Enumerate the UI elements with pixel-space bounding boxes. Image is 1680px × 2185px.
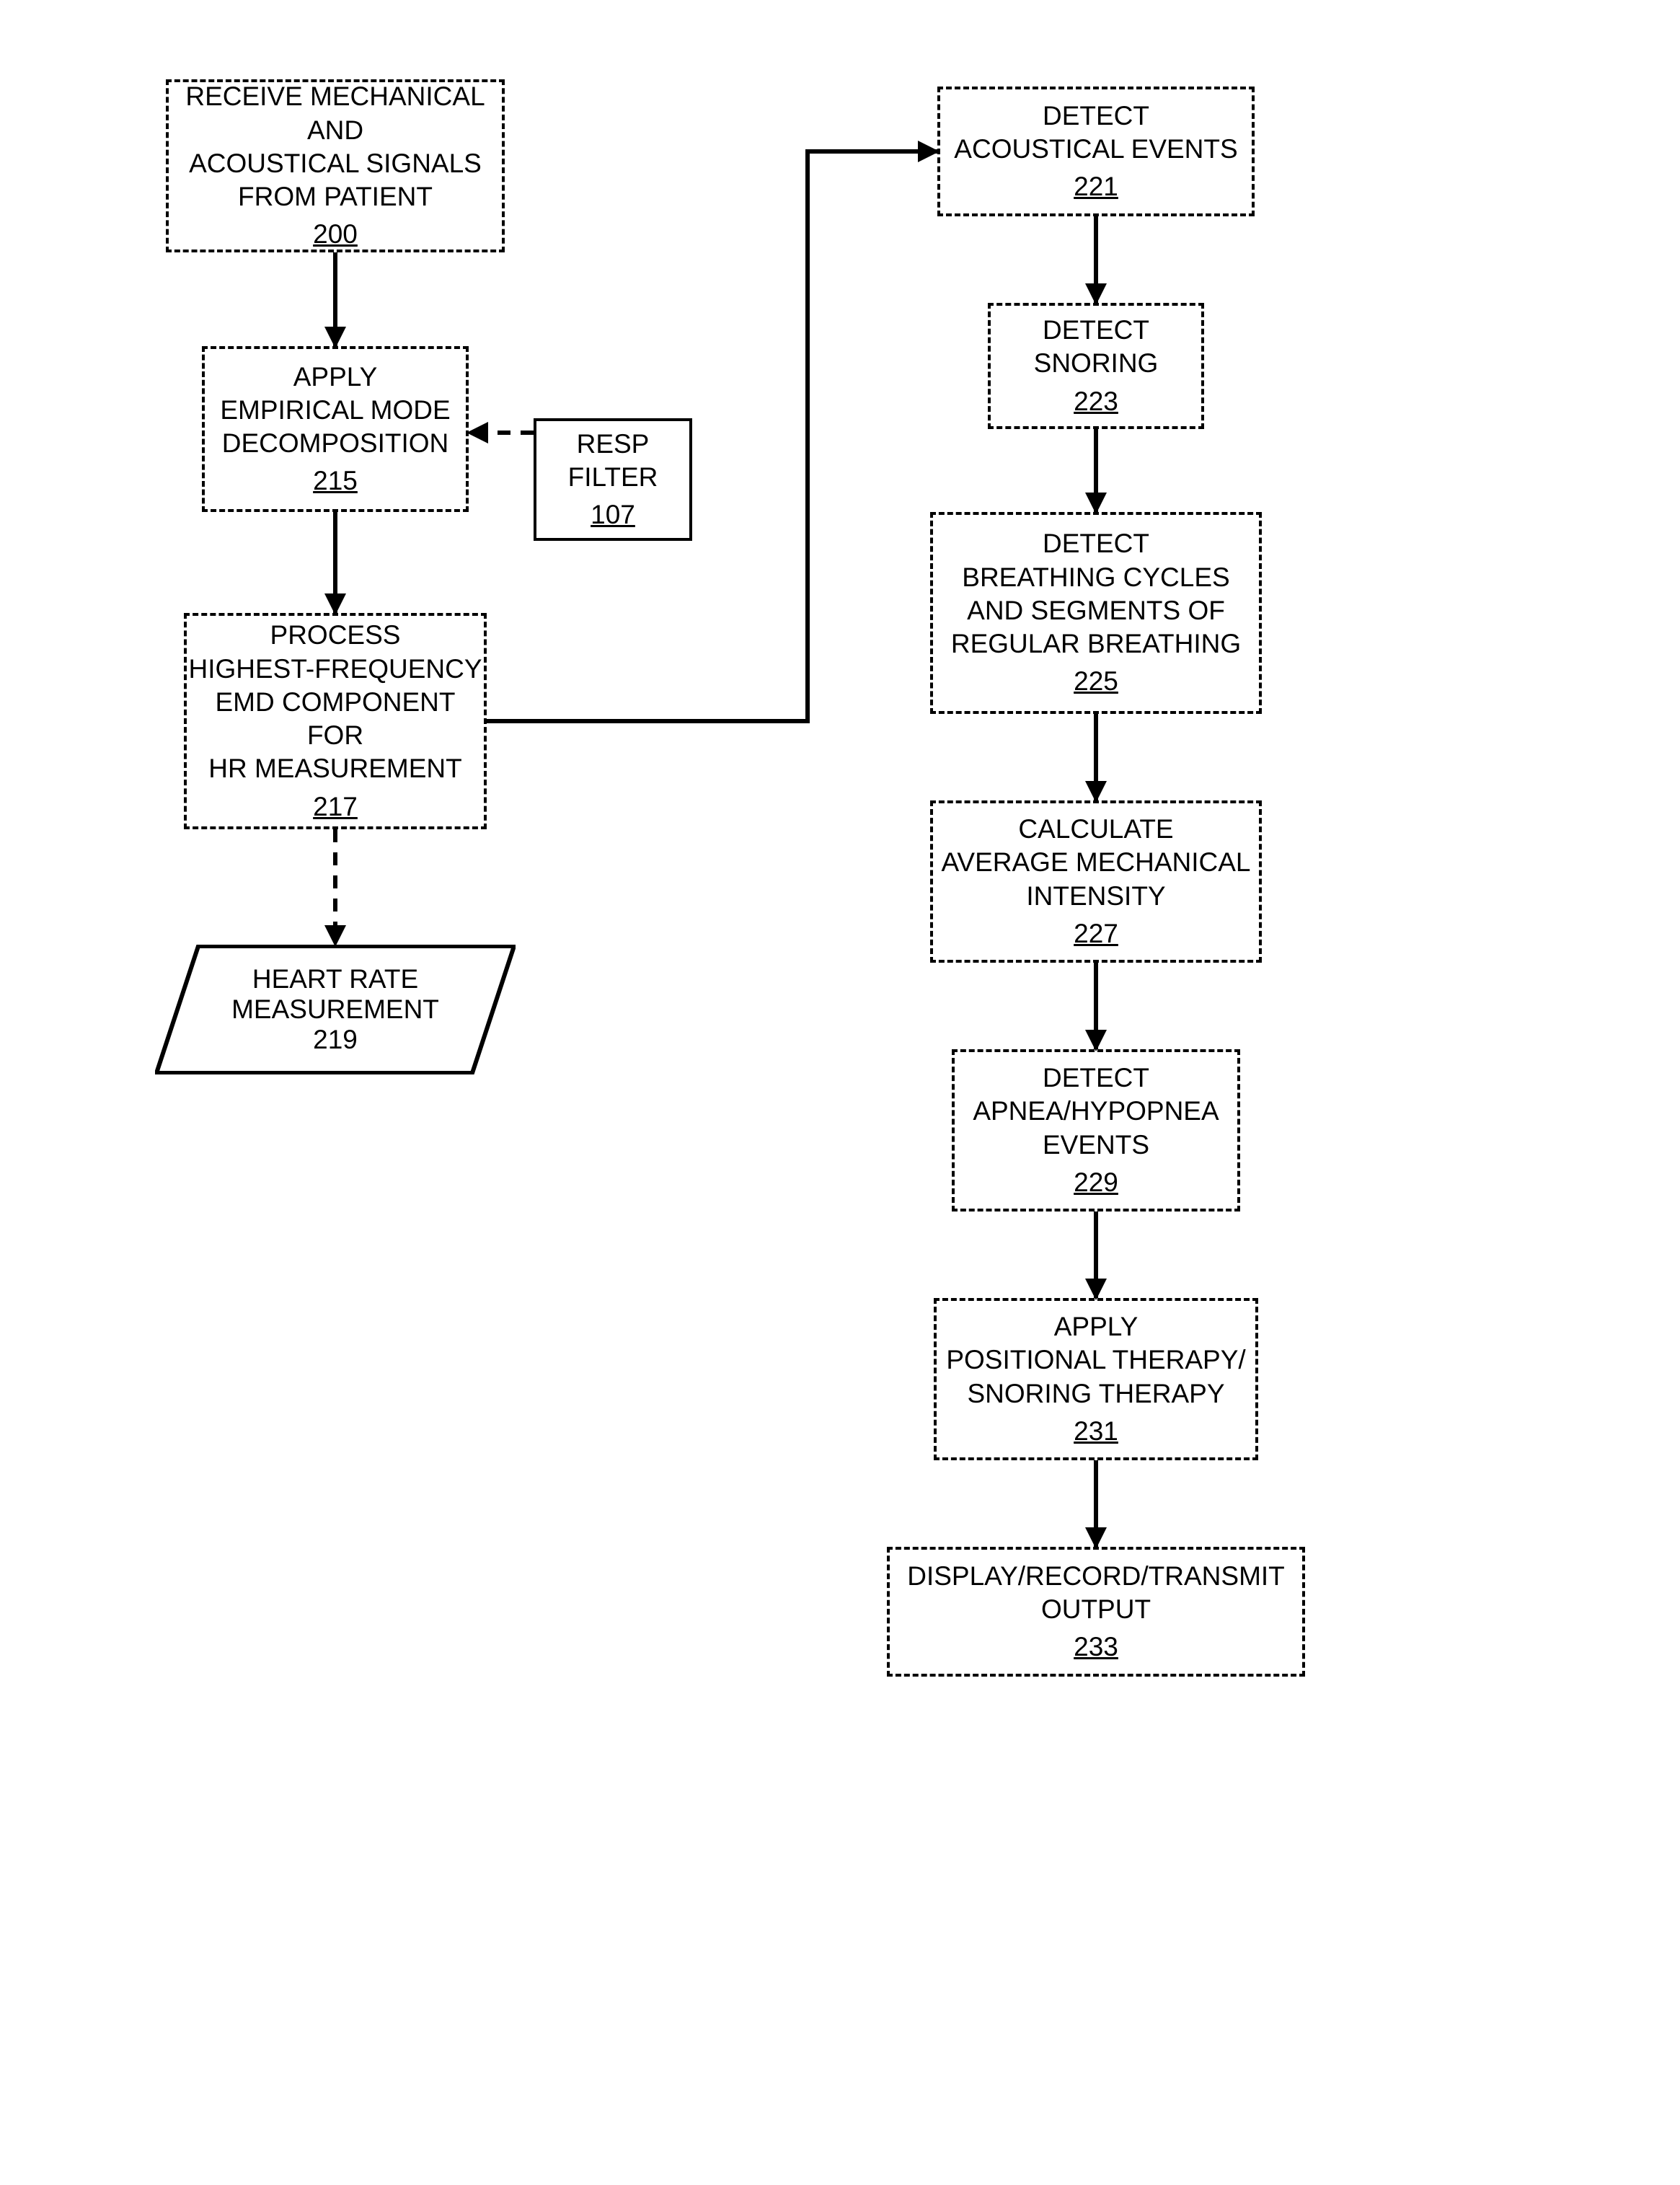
node-apply-positional-therapy: APPLY POSITIONAL THERAPY/ SNORING THERAP… xyxy=(934,1298,1258,1460)
node-label: RESP FILTER xyxy=(568,428,658,495)
node-apply-emd: APPLY EMPIRICAL MODE DECOMPOSITION 215 xyxy=(202,346,469,512)
node-ref: 217 xyxy=(313,790,358,824)
node-label: HEART RATE MEASUREMENT xyxy=(155,964,516,1025)
node-ref: 225 xyxy=(1074,665,1118,698)
node-ref: 231 xyxy=(1074,1415,1118,1448)
node-ref: 107 xyxy=(591,498,635,531)
node-label: DISPLAY/RECORD/TRANSMIT OUTPUT xyxy=(907,1560,1285,1627)
node-detect-snoring: DETECT SNORING 223 xyxy=(988,303,1204,429)
node-label: APPLY POSITIONAL THERAPY/ SNORING THERAP… xyxy=(946,1310,1245,1411)
node-process-hf-emd: PROCESS HIGHEST-FREQUENCY EMD COMPONENT … xyxy=(184,613,487,829)
node-calc-avg-mechanical-intensity: CALCULATE AVERAGE MECHANICAL INTENSITY 2… xyxy=(930,800,1262,963)
node-resp-filter: RESP FILTER 107 xyxy=(534,418,692,541)
node-ref: 215 xyxy=(313,464,358,498)
node-label: DETECT APNEA/HYPOPNEA EVENTS xyxy=(973,1061,1219,1162)
node-label: DETECT SNORING xyxy=(1034,314,1159,381)
node-display-record-transmit: DISPLAY/RECORD/TRANSMIT OUTPUT 233 xyxy=(887,1547,1305,1677)
node-detect-breathing-cycles: DETECT BREATHING CYCLES AND SEGMENTS OF … xyxy=(930,512,1262,714)
node-ref: 229 xyxy=(1074,1166,1118,1199)
node-label: APPLY EMPIRICAL MODE DECOMPOSITION xyxy=(220,361,450,461)
node-detect-apnea-hypopnea: DETECT APNEA/HYPOPNEA EVENTS 229 xyxy=(952,1049,1240,1211)
node-ref: 227 xyxy=(1074,917,1118,950)
node-label: CALCULATE AVERAGE MECHANICAL INTENSITY xyxy=(941,813,1250,913)
node-heart-rate-measurement: HEART RATE MEASUREMENT 219 xyxy=(155,945,516,1074)
node-ref: 200 xyxy=(313,218,358,251)
edges-layer xyxy=(0,0,1680,2185)
node-ref: 223 xyxy=(1074,385,1118,418)
flowchart-canvas: RECEIVE MECHANICAL AND ACOUSTICAL SIGNAL… xyxy=(0,0,1680,2185)
node-ref: 221 xyxy=(1074,170,1118,203)
node-label: RECEIVE MECHANICAL AND ACOUSTICAL SIGNAL… xyxy=(169,80,502,213)
node-label: PROCESS HIGHEST-FREQUENCY EMD COMPONENT … xyxy=(187,619,484,785)
node-label: DETECT ACOUSTICAL EVENTS xyxy=(954,100,1237,167)
node-detect-acoustical-events: DETECT ACOUSTICAL EVENTS 221 xyxy=(937,87,1255,216)
node-ref: 219 xyxy=(313,1025,358,1055)
node-ref: 233 xyxy=(1074,1630,1118,1664)
node-receive-signals: RECEIVE MECHANICAL AND ACOUSTICAL SIGNAL… xyxy=(166,79,505,252)
node-label: DETECT BREATHING CYCLES AND SEGMENTS OF … xyxy=(951,527,1241,661)
